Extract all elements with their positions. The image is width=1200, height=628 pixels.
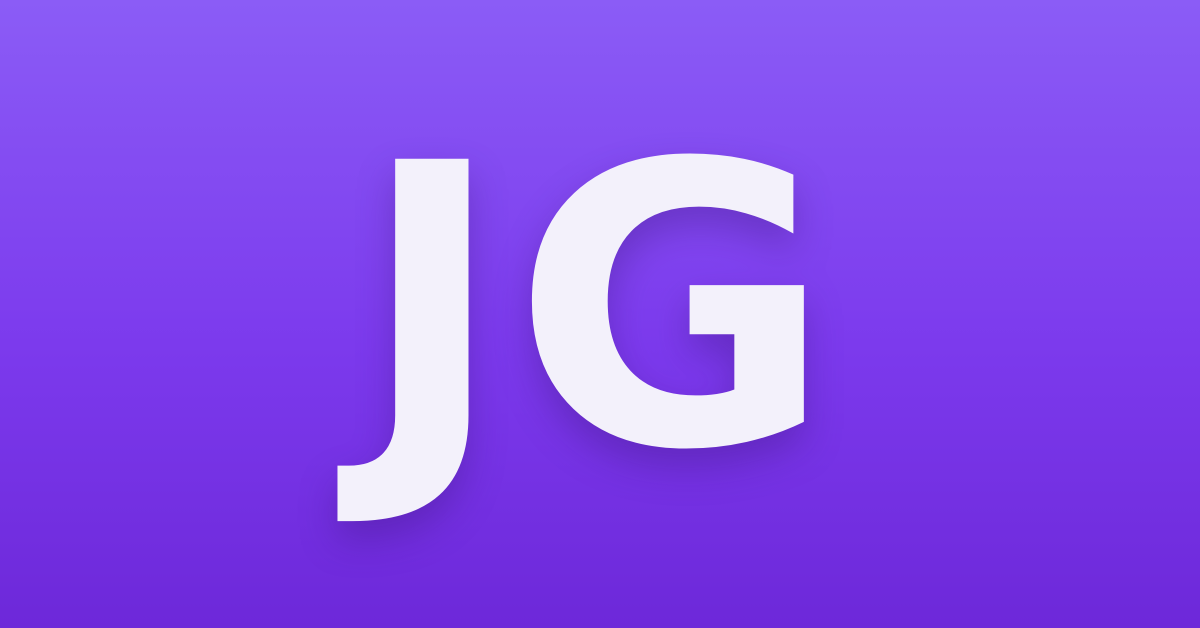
monogram-text: JG: [359, 81, 841, 535]
